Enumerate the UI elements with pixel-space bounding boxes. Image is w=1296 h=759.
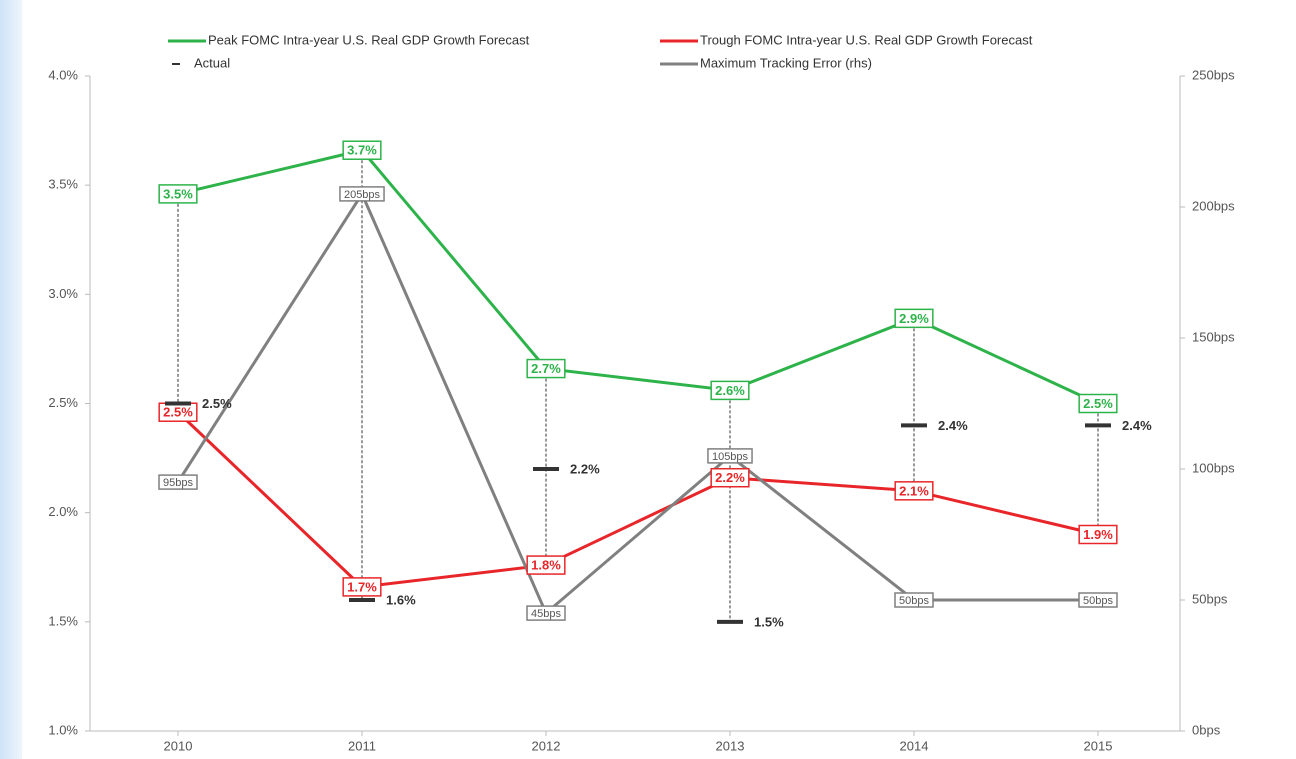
legend-label: Trough FOMC Intra-year U.S. Real GDP Gro… [700, 32, 1033, 47]
y-tick-label: 4.0% [48, 67, 78, 82]
data-label: 1.8% [531, 558, 561, 573]
x-tick-label: 2013 [716, 738, 745, 753]
data-label: 2.6% [715, 383, 745, 398]
data-label-group: 2.9% [894, 308, 934, 329]
data-label-group: 3.5% [158, 184, 198, 204]
y-tick-label: 1.0% [48, 722, 78, 737]
data-label: 2.9% [899, 311, 929, 326]
data-label: 1.7% [347, 579, 377, 594]
data-label: 2.7% [531, 361, 561, 376]
data-label-group: 45bps [526, 605, 566, 621]
y-tick-label: 2.5% [48, 395, 78, 410]
data-label: 95bps [163, 477, 193, 489]
data-label-group: 95bps [158, 474, 198, 490]
data-label: 1.9% [1083, 527, 1113, 542]
y2-tick-label: 0bps [1192, 722, 1221, 737]
y2-tick-label: 50bps [1192, 591, 1228, 606]
data-label: 2.4% [938, 418, 968, 433]
series-line [176, 190, 1098, 616]
data-label: 105bps [712, 451, 749, 463]
data-label-group: 205bps [339, 186, 385, 202]
y2-tick-label: 250bps [1192, 67, 1235, 82]
y2-tick-label: 100bps [1192, 460, 1235, 475]
data-label: 2.2% [570, 461, 600, 476]
data-label: 3.7% [347, 143, 377, 158]
data-label-group: 3.7% [342, 140, 382, 160]
data-label-group: 1.8% [526, 555, 566, 575]
data-label: 50bps [899, 595, 929, 607]
data-label-group: 2.5% [1078, 393, 1118, 414]
data-label: 50bps [1083, 595, 1113, 607]
y-tick-label: 3.0% [48, 286, 78, 301]
data-label: 45bps [531, 608, 561, 620]
y2-tick-label: 150bps [1192, 329, 1235, 344]
data-label: 2.2% [715, 470, 745, 485]
legend-label: Maximum Tracking Error (rhs) [700, 55, 872, 70]
data-label: 2.5% [1083, 396, 1113, 411]
data-label: 2.5% [202, 396, 232, 411]
data-label-group: 2.1% [894, 481, 934, 501]
data-label-group: 1.9% [1078, 524, 1118, 545]
side-strip [0, 0, 22, 759]
y-tick-label: 3.5% [48, 177, 78, 192]
data-label: 2.5% [163, 405, 193, 420]
x-tick-label: 2014 [900, 738, 929, 753]
data-label: 205bps [344, 189, 381, 201]
data-label-group: 105bps [707, 448, 753, 464]
x-tick-label: 2011 [348, 738, 376, 753]
series-line [177, 148, 1099, 405]
legend-label: Actual [194, 55, 230, 70]
data-label-group: 50bps [1078, 592, 1118, 608]
x-tick-label: 2010 [164, 738, 193, 753]
data-label-group: 1.7% [342, 577, 382, 597]
data-label-group: 2.6% [710, 380, 750, 401]
data-label: 1.5% [754, 614, 784, 629]
data-label: 2.4% [1122, 418, 1152, 433]
data-label-group: 2.7% [526, 358, 566, 379]
data-label-group: 50bps [894, 592, 934, 608]
data-label: 2.1% [899, 483, 929, 498]
data-label-group: 2.5% [158, 402, 198, 422]
y2-tick-label: 200bps [1192, 198, 1235, 213]
legend-label: Peak FOMC Intra-year U.S. Real GDP Growt… [208, 32, 530, 47]
data-label: 3.5% [163, 186, 193, 201]
data-label: 1.6% [386, 592, 416, 607]
data-label-group: 2.2% [710, 467, 750, 488]
y-tick-label: 1.5% [48, 613, 78, 628]
x-tick-label: 2015 [1084, 738, 1113, 753]
x-tick-label: 2012 [532, 738, 561, 753]
series-line [176, 411, 1099, 589]
y-tick-label: 2.0% [48, 504, 78, 519]
